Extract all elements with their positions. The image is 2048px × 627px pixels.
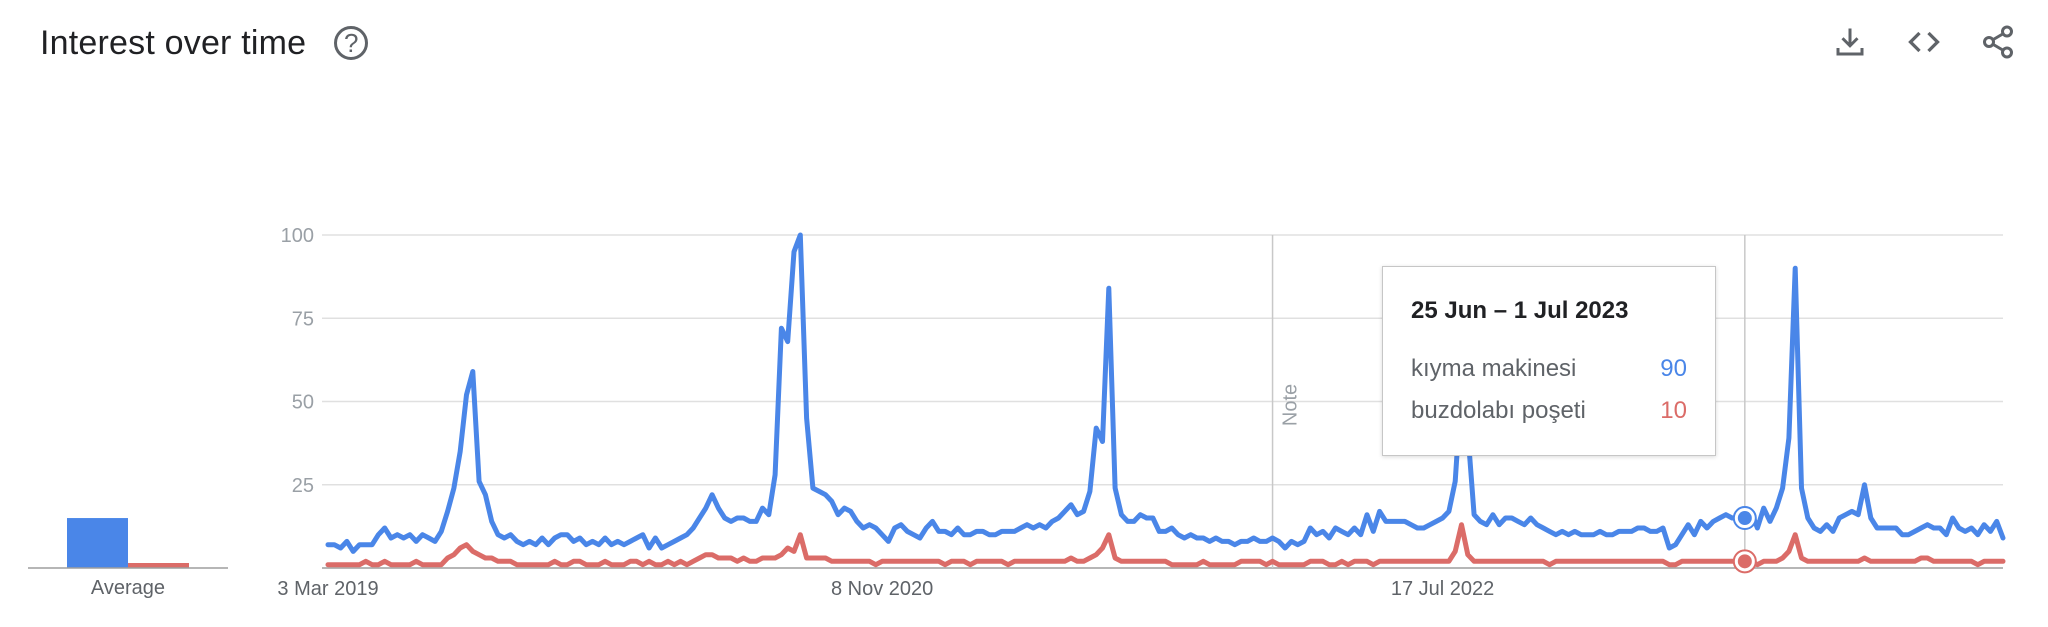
download-icon[interactable] — [1828, 20, 1872, 64]
y-tick-label: 100 — [281, 225, 314, 247]
tooltip-series-label: kıyma makinesi — [1411, 355, 1577, 382]
tooltip-row-kiyma-makinesi: kıyma makinesi 90 — [1411, 355, 1687, 385]
chart-actions — [1828, 20, 2020, 64]
y-tick-label: 75 — [292, 308, 314, 330]
highlight-point-0[interactable] — [1737, 511, 1752, 526]
note-label[interactable]: Note — [1280, 384, 1302, 426]
tooltip-date: 25 Jun – 1 Jul 2023 — [1411, 297, 1629, 324]
series-line-buzdolabi-poseti[interactable] — [325, 522, 2006, 568]
average-bars: Average — [28, 518, 228, 599]
y-tick-label: 50 — [292, 392, 314, 414]
tooltip-row-buzdolabi-poseti: buzdolabı poşeti 10 — [1411, 397, 1687, 427]
average-label: Average — [91, 577, 165, 599]
series-line-kiyma-makinesi[interactable] — [325, 232, 2006, 554]
tooltip-series-value: 10 — [1660, 397, 1687, 424]
embed-code-icon[interactable] — [1902, 20, 1946, 64]
hover-tooltip: 25 Jun – 1 Jul 2023 kıyma makinesi 90 bu… — [1382, 266, 1716, 456]
note-marker: Note — [1271, 235, 1302, 568]
tooltip-series-label: buzdolabı poşeti — [1411, 397, 1586, 424]
share-icon[interactable] — [1976, 20, 2020, 64]
x-axis-ticks: 3 Mar 2019 8 Nov 2020 17 Jul 2022 — [277, 578, 1494, 600]
x-tick-label: 8 Nov 2020 — [831, 578, 933, 600]
highlight-markers — [1732, 235, 1757, 574]
chart-title: Interest over time — [40, 23, 307, 62]
grid-lines: 25 50 75 100 — [281, 225, 2003, 569]
average-bar-buzdolabi-poseti[interactable] — [128, 563, 189, 568]
x-tick-label: 3 Mar 2019 — [277, 578, 378, 600]
question-circle-icon[interactable]: ? — [334, 26, 369, 60]
highlight-point-1[interactable] — [1737, 554, 1752, 569]
series-lines — [325, 232, 2006, 568]
x-tick-label: 17 Jul 2022 — [1391, 578, 1494, 600]
chart-header: Interest over time ? — [40, 18, 369, 68]
tooltip-series-value: 90 — [1660, 355, 1687, 382]
y-tick-label: 25 — [292, 475, 314, 497]
average-bar-kiyma-makinesi[interactable] — [67, 518, 128, 568]
